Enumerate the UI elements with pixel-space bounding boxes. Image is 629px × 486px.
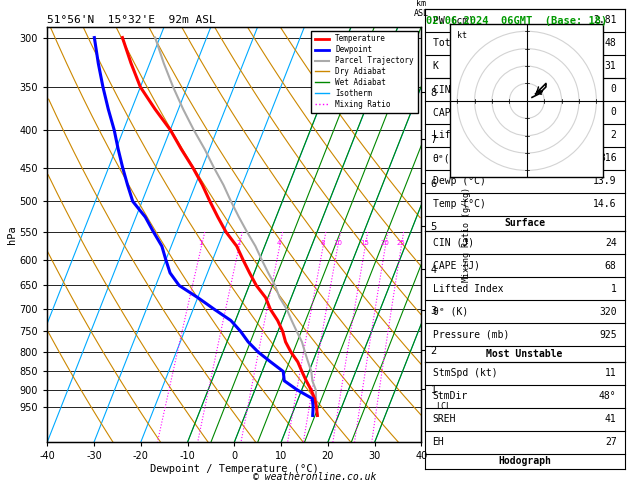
Text: 1: 1 — [611, 283, 616, 294]
Text: 2.81: 2.81 — [593, 15, 616, 25]
Text: 2: 2 — [611, 130, 616, 140]
Text: Lifted Index: Lifted Index — [433, 283, 503, 294]
Text: CAPE (J): CAPE (J) — [433, 260, 479, 271]
Text: 8: 8 — [320, 240, 325, 246]
Text: 2: 2 — [237, 240, 241, 246]
Y-axis label: hPa: hPa — [7, 225, 17, 244]
Text: 48: 48 — [605, 38, 616, 48]
Text: 10: 10 — [333, 240, 342, 246]
Text: 31: 31 — [605, 61, 616, 71]
Text: SREH: SREH — [433, 414, 456, 424]
Text: K: K — [433, 61, 438, 71]
Text: Lifted Index: Lifted Index — [433, 130, 503, 140]
Text: 11: 11 — [605, 368, 616, 378]
Text: Hodograph: Hodograph — [498, 456, 551, 466]
Text: Totals Totals: Totals Totals — [433, 38, 509, 48]
Text: 48°: 48° — [599, 391, 616, 401]
Text: CAPE (J): CAPE (J) — [433, 107, 479, 117]
Text: Pressure (mb): Pressure (mb) — [433, 330, 509, 340]
Text: 320: 320 — [599, 307, 616, 316]
Text: Mixing Ratio (g/kg): Mixing Ratio (g/kg) — [462, 187, 471, 282]
Text: 02.06.2024  06GMT  (Base: 18): 02.06.2024 06GMT (Base: 18) — [426, 16, 607, 26]
Text: 14.6: 14.6 — [593, 199, 616, 209]
Text: StmSpd (kt): StmSpd (kt) — [433, 368, 497, 378]
Text: Temp (°C): Temp (°C) — [433, 199, 486, 209]
Text: StmDir: StmDir — [433, 391, 468, 401]
Text: kt: kt — [457, 31, 467, 40]
Text: CIN (J): CIN (J) — [433, 84, 474, 94]
Text: 68: 68 — [605, 260, 616, 271]
Text: 15: 15 — [360, 240, 369, 246]
Text: θᵉ (K): θᵉ (K) — [433, 307, 468, 316]
Text: 20: 20 — [381, 240, 389, 246]
Text: θᵉ(K): θᵉ(K) — [433, 153, 462, 163]
Text: Dewp (°C): Dewp (°C) — [433, 176, 486, 186]
Text: 4: 4 — [277, 240, 281, 246]
Text: LCL: LCL — [437, 402, 452, 411]
Text: 25: 25 — [396, 240, 405, 246]
Text: 925: 925 — [599, 330, 616, 340]
Text: 316: 316 — [599, 153, 616, 163]
Text: 13.9: 13.9 — [593, 176, 616, 186]
Text: © weatheronline.co.uk: © weatheronline.co.uk — [253, 472, 376, 482]
Text: PW (cm): PW (cm) — [433, 15, 474, 25]
Text: CIN (J): CIN (J) — [433, 238, 474, 247]
Text: Surface: Surface — [504, 218, 545, 228]
Text: EH: EH — [433, 437, 444, 447]
Text: 27: 27 — [605, 437, 616, 447]
Text: 41: 41 — [605, 414, 616, 424]
X-axis label: Dewpoint / Temperature (°C): Dewpoint / Temperature (°C) — [150, 464, 319, 474]
Text: 24: 24 — [605, 238, 616, 247]
Text: 1: 1 — [199, 240, 203, 246]
Text: 0: 0 — [611, 107, 616, 117]
Legend: Temperature, Dewpoint, Parcel Trajectory, Dry Adiabat, Wet Adiabat, Isotherm, Mi: Temperature, Dewpoint, Parcel Trajectory… — [311, 31, 418, 113]
Text: km
ASL: km ASL — [414, 0, 429, 18]
Text: 0: 0 — [611, 84, 616, 94]
Text: Most Unstable: Most Unstable — [486, 349, 563, 359]
Text: 51°56'N  15°32'E  92m ASL: 51°56'N 15°32'E 92m ASL — [47, 15, 216, 25]
